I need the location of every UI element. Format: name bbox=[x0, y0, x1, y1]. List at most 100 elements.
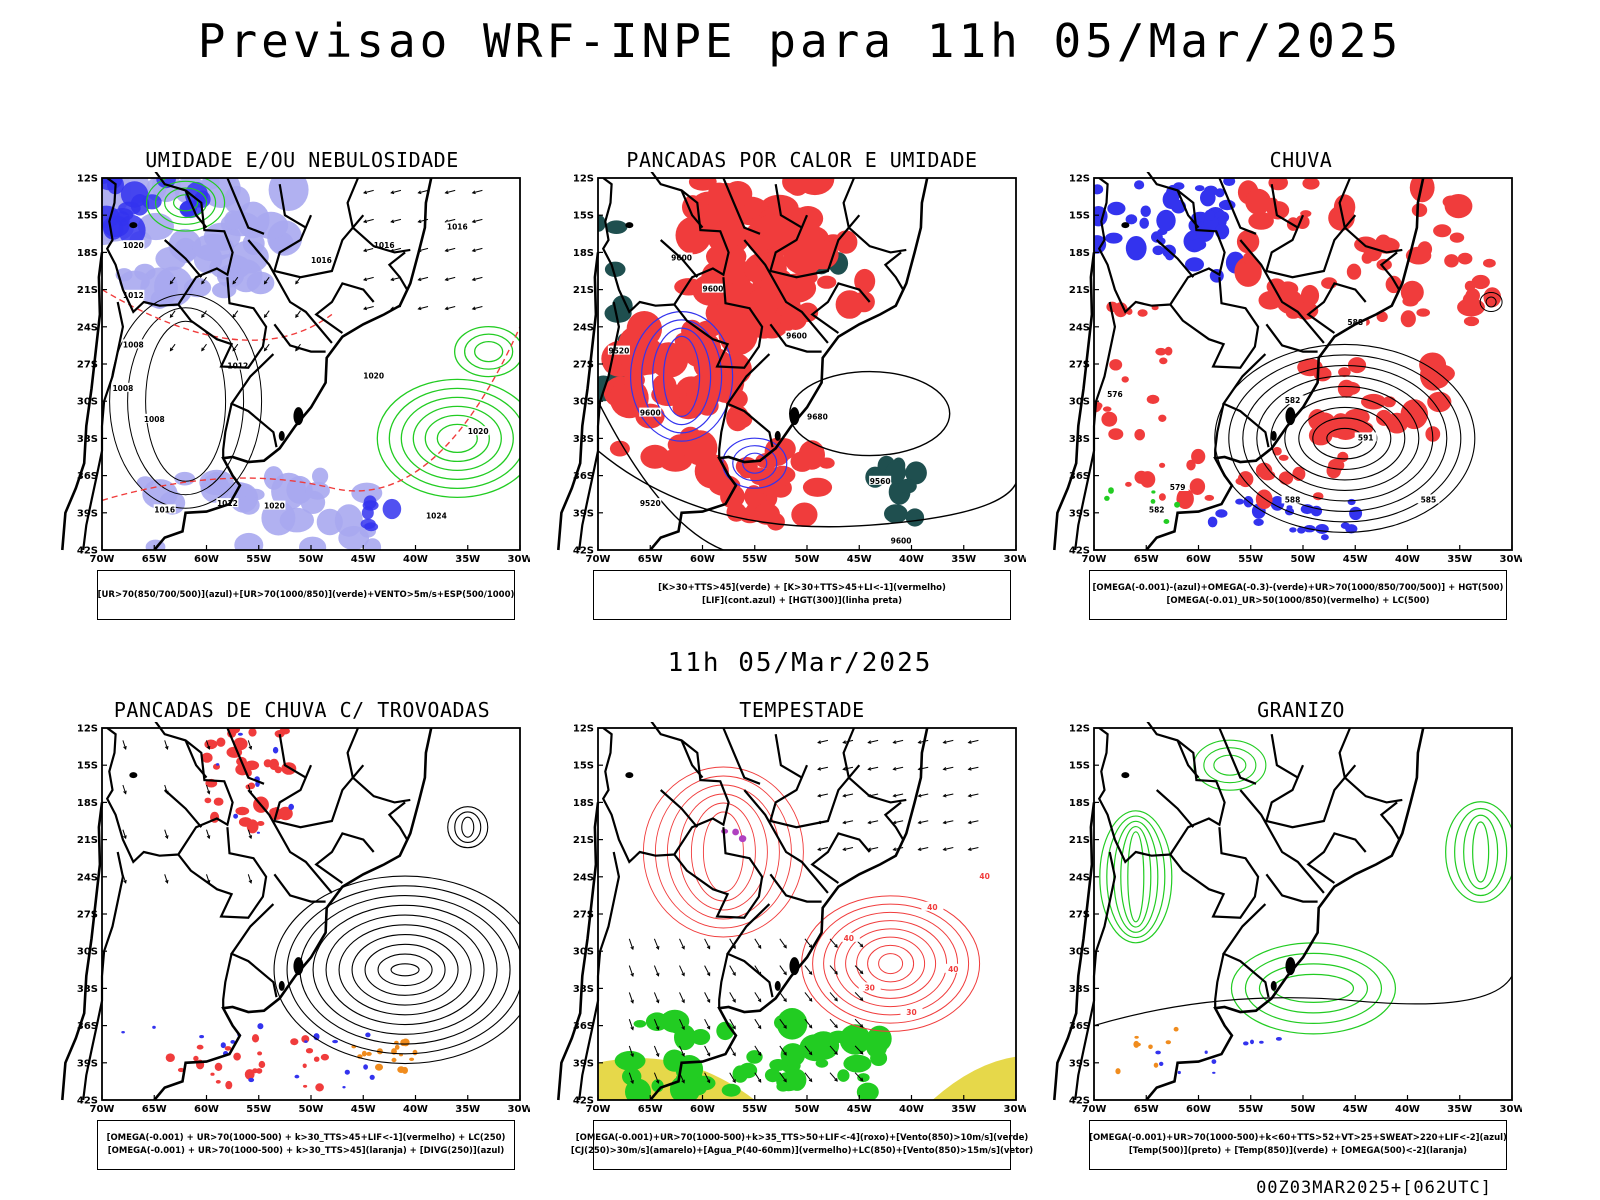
lat-tick-label: 36S bbox=[77, 471, 98, 482]
contour-label: 9560 bbox=[870, 477, 891, 486]
panel-title-pancadas-calor: PANCADAS POR CALOR E UMIDADE bbox=[626, 148, 978, 172]
wind850-vector bbox=[679, 1018, 685, 1030]
wind850-vector bbox=[754, 1072, 762, 1083]
wind850-vector bbox=[729, 1018, 736, 1029]
legend-chuva: [OMEGA(-0.001)-(azul)+OMEGA(-0.3)-(verde… bbox=[1089, 570, 1507, 620]
wind-vector bbox=[445, 276, 456, 281]
wind850-vector bbox=[868, 820, 879, 824]
wind850-vector bbox=[817, 766, 829, 770]
lon-tick-label: 55W bbox=[1238, 554, 1263, 565]
lat-tick-label: 27S bbox=[77, 360, 98, 371]
lagoa-mirim bbox=[1270, 430, 1277, 441]
rain-omega-humidity-area bbox=[1449, 232, 1465, 243]
contour-label: 1012 bbox=[123, 291, 144, 300]
thunderstorm-instability-area bbox=[256, 1068, 263, 1074]
wind850-vector-head bbox=[834, 1051, 838, 1055]
rain-omega-humidity-area bbox=[1444, 194, 1473, 219]
wind850-vector-head bbox=[834, 1024, 838, 1029]
wind-vector bbox=[472, 189, 483, 194]
wind850-vector-head bbox=[808, 971, 813, 976]
thunderstorm-instability-area bbox=[315, 1083, 324, 1092]
wind850-vector-head bbox=[706, 1079, 711, 1084]
humidity-mid-level-area bbox=[224, 210, 243, 230]
instability-li-area bbox=[623, 371, 645, 389]
wind850-vector-head bbox=[732, 998, 736, 1003]
streamline-arrow-head bbox=[164, 835, 169, 840]
rain-omega-humidity-area bbox=[1266, 201, 1290, 220]
wind850-vector bbox=[704, 965, 711, 976]
wind850-vector-head bbox=[757, 998, 762, 1003]
lon-tick-label: 60W bbox=[1186, 1104, 1211, 1115]
lon-tick-label: 50W bbox=[795, 554, 820, 565]
wind850-vector-head bbox=[942, 820, 947, 825]
streamline-arrow-head bbox=[164, 879, 169, 884]
lake-titicaca bbox=[625, 222, 634, 229]
wind850-vector bbox=[817, 847, 829, 851]
contour-label: 9600 bbox=[703, 285, 724, 294]
wind850-strong-area bbox=[633, 1020, 647, 1028]
hail-index-area bbox=[1212, 1071, 1216, 1074]
wind-vector bbox=[232, 343, 239, 351]
instability-li-area bbox=[683, 430, 718, 466]
streamline-arrow-head bbox=[123, 835, 127, 840]
divergence-area bbox=[288, 803, 294, 810]
lat-tick-label: 18S bbox=[573, 798, 594, 809]
wind-vector-head bbox=[232, 347, 237, 352]
omega500-area bbox=[1115, 1068, 1121, 1075]
wind850-vector-head bbox=[732, 972, 736, 976]
wind850-vector-head bbox=[859, 970, 864, 975]
rain-omega-humidity-area bbox=[1158, 414, 1167, 422]
wind-vector bbox=[169, 276, 176, 284]
divergence-area bbox=[369, 1074, 375, 1080]
wind850-vector-head bbox=[967, 847, 972, 851]
wind850-vector-head bbox=[867, 820, 872, 825]
omega-ascent-area bbox=[1094, 184, 1104, 195]
wind850-vector bbox=[804, 1045, 813, 1055]
country-border bbox=[774, 734, 803, 779]
lagoa-mirim bbox=[774, 430, 781, 441]
country-border bbox=[1270, 734, 1299, 779]
rain-omega-humidity-area bbox=[1337, 451, 1349, 463]
country-border bbox=[184, 739, 208, 779]
basemap bbox=[61, 722, 433, 1101]
wind850-vector bbox=[893, 793, 904, 797]
contour-label: 1008 bbox=[112, 384, 133, 393]
rain-omega-humidity-area bbox=[1101, 411, 1118, 427]
wind850-strong-area bbox=[732, 1065, 749, 1083]
lon-tick-label: 40W bbox=[899, 554, 924, 565]
lake-titicaca bbox=[1121, 222, 1130, 229]
temp850-contour bbox=[1454, 807, 1508, 897]
severe-storm-area bbox=[738, 835, 747, 843]
wind850-vector bbox=[653, 992, 659, 1003]
rain-omega-humidity-area bbox=[1191, 448, 1206, 465]
lon-tick-label: 50W bbox=[299, 1104, 324, 1115]
country-border bbox=[769, 214, 861, 279]
wind850-vector bbox=[804, 1018, 813, 1029]
wind850-vector-head bbox=[834, 944, 838, 948]
thunderstorm-instability-area bbox=[278, 806, 293, 821]
wind-vector bbox=[445, 306, 456, 310]
contour-label-bg bbox=[446, 221, 469, 231]
country-border bbox=[105, 172, 234, 314]
contour-label-bg bbox=[1166, 482, 1189, 491]
wind-vector bbox=[169, 310, 176, 318]
divergence-area bbox=[332, 1039, 338, 1044]
coastline-west bbox=[61, 802, 104, 1101]
omega-ascent-area bbox=[1134, 180, 1145, 190]
wind-vector bbox=[391, 189, 402, 194]
wind850-strong-area bbox=[780, 1043, 806, 1067]
convective-k-tts-area bbox=[898, 478, 917, 494]
contour-label-bg bbox=[837, 932, 860, 942]
wind850-vector-head bbox=[859, 997, 864, 1002]
wind-vector-head bbox=[295, 314, 299, 319]
contour-label: 1016 bbox=[374, 241, 395, 250]
country-border bbox=[1306, 282, 1367, 334]
coastline-west bbox=[557, 802, 600, 1101]
wind850-vector-head bbox=[917, 820, 922, 825]
country-border bbox=[1221, 353, 1270, 448]
wind850-vector bbox=[943, 739, 954, 744]
lon-tick-label: 60W bbox=[194, 554, 219, 565]
